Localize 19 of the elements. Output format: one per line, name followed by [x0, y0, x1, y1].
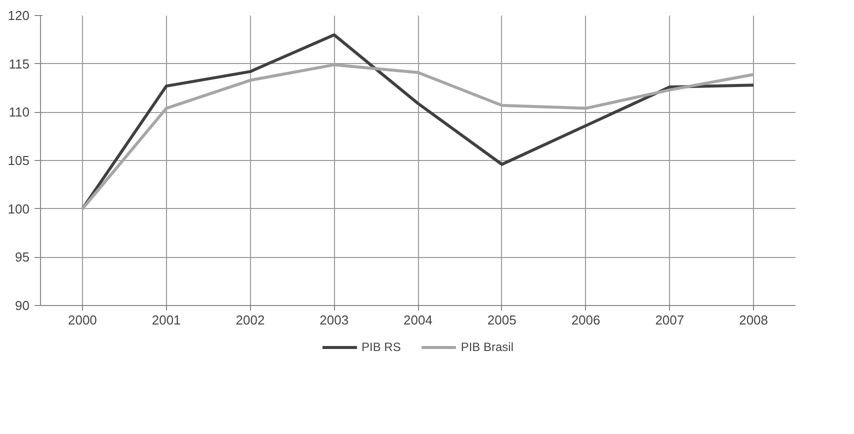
- x-tick-label: 2003: [320, 312, 349, 328]
- y-tick-label: 105: [8, 153, 30, 168]
- line-series: [80, 33, 756, 210]
- legend-label: PIB Brasil: [460, 340, 514, 354]
- x-tick-label: 2000: [68, 312, 97, 328]
- x-tick-label: 2004: [404, 312, 432, 328]
- y-tick-label: 95: [15, 250, 30, 265]
- y-tick-label: 90: [15, 298, 30, 313]
- y-tick-label: 115: [8, 56, 30, 72]
- legend-label: PIB RS: [361, 340, 401, 354]
- x-tick-label: 2008: [739, 312, 768, 328]
- y-tick-label: 110: [8, 104, 30, 120]
- y-tick-label: 120: [8, 8, 30, 23]
- x-tick-label: 2001: [152, 312, 181, 328]
- x-tick-label: 2007: [655, 312, 684, 328]
- x-tick-label: 2006: [571, 312, 600, 328]
- y-tick-label: 100: [8, 201, 30, 216]
- x-tick-label: 2005: [487, 312, 516, 328]
- x-tick-label: 2002: [236, 312, 265, 328]
